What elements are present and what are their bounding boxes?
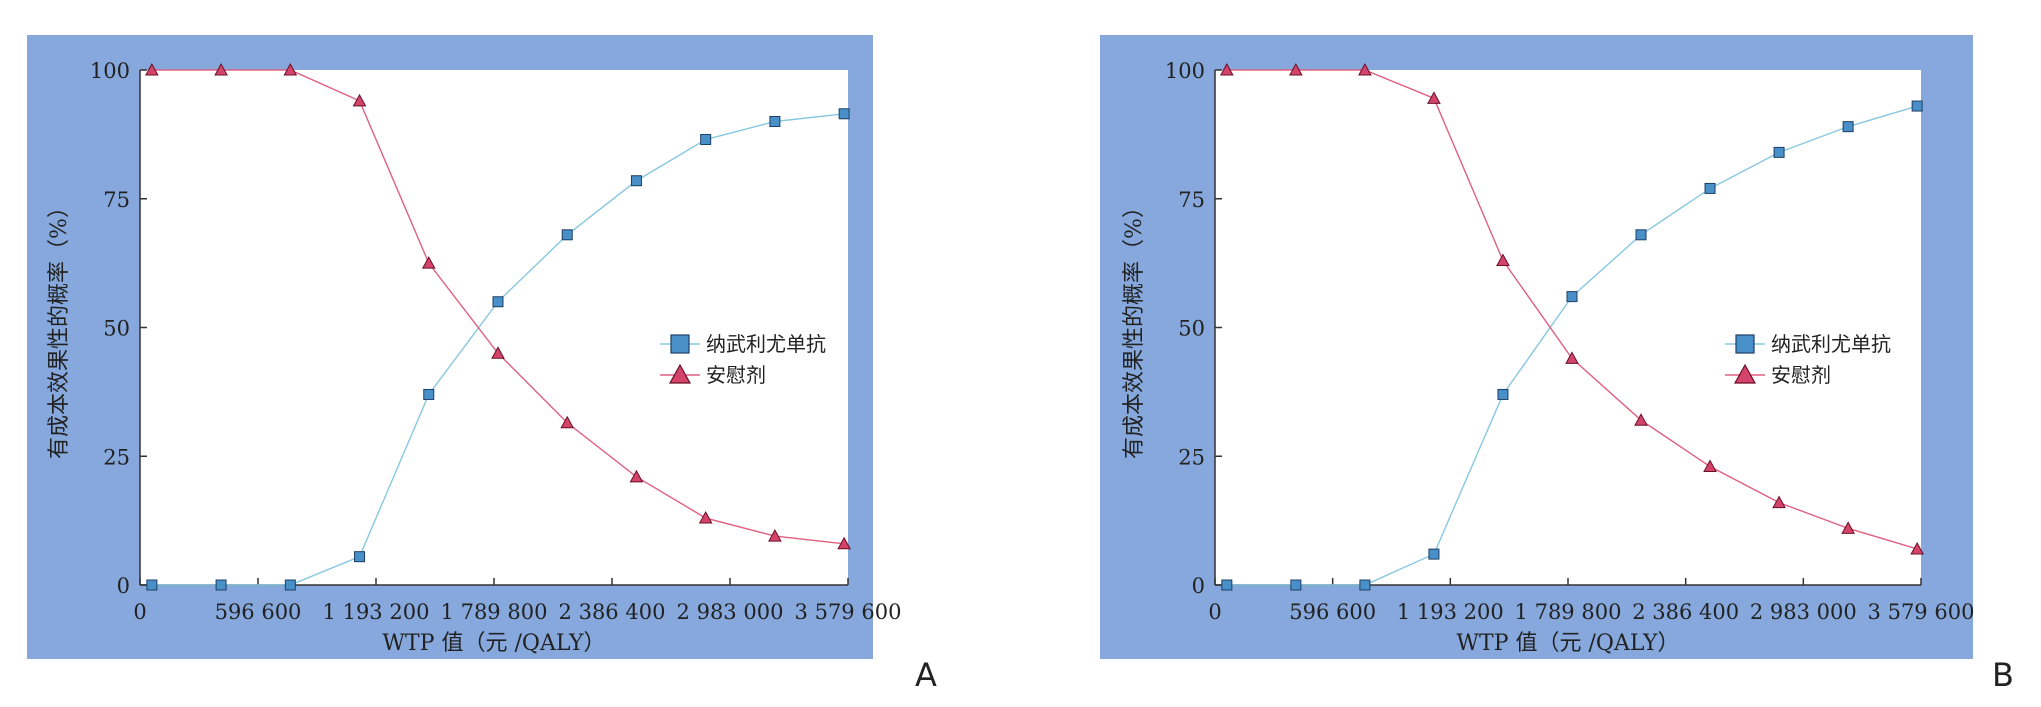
x-tick-label: 596 600 [215, 600, 302, 624]
series-nivolumab [1221, 100, 1923, 591]
x-tick-label: 2 983 000 [1750, 600, 1857, 624]
data-point-square [1566, 291, 1578, 303]
x-tick-label: 2 386 400 [559, 600, 666, 624]
legend-label: 纳武利尤单抗 [1771, 332, 1891, 356]
x-tick-label: 0 [1208, 600, 1221, 624]
data-point-square [1842, 121, 1854, 133]
y-tick-label: 75 [1178, 188, 1205, 212]
data-point-triangle [1496, 253, 1510, 267]
data-point-triangle [214, 62, 228, 76]
data-point-square [1635, 229, 1647, 241]
data-point-square [700, 134, 712, 146]
legend-label: 安慰剂 [706, 363, 766, 387]
data-point-square [1428, 548, 1440, 560]
data-point-triangle [1289, 62, 1303, 76]
panel-label: B [1992, 656, 2014, 694]
data-point-triangle [1772, 495, 1786, 509]
data-point-triangle [421, 256, 436, 269]
data-point-square [838, 108, 850, 120]
y-tick-label: 50 [1178, 317, 1205, 341]
x-tick-label: 0 [133, 600, 146, 624]
data-point-triangle [560, 415, 575, 429]
data-point-triangle [1565, 351, 1579, 364]
data-point-square [561, 229, 573, 241]
x-tick-label: 1 193 200 [323, 600, 430, 624]
y-tick-label: 100 [90, 59, 130, 83]
x-axis-label: WTP 值（元 /QALY） [382, 631, 605, 656]
data-point-triangle [283, 62, 298, 76]
x-tick-label: 1 789 800 [441, 600, 548, 624]
x-tick-label: 3 579 600 [795, 600, 902, 624]
data-point-triangle [698, 511, 713, 524]
data-point-square [1290, 579, 1302, 591]
y-tick-label: 100 [1165, 59, 1205, 83]
data-point-triangle [1427, 91, 1441, 104]
y-tick-label: 25 [1178, 445, 1205, 469]
data-point-triangle [352, 93, 367, 107]
y-tick-label: 0 [1192, 574, 1205, 598]
y-tick-label: 50 [103, 317, 130, 341]
data-point-square [423, 388, 435, 400]
data-point-square [1704, 182, 1716, 194]
data-point-square [492, 296, 504, 308]
data-point-square [1221, 579, 1233, 591]
y-tick-label: 75 [103, 188, 130, 212]
data-point-square [146, 579, 158, 591]
data-point-triangle [145, 62, 159, 76]
series-nivolumab [146, 108, 850, 591]
y-axis-label: 有成本效果性的概率（%） [47, 196, 72, 459]
y-tick-label: 25 [103, 445, 130, 469]
data-point-triangle [491, 346, 505, 359]
plot-area [140, 70, 848, 585]
data-point-square [630, 175, 642, 187]
data-point-triangle [1219, 62, 1234, 76]
x-tick-label: 3 579 600 [1868, 600, 1975, 624]
legend-marker-square [670, 334, 690, 354]
data-point-square [284, 579, 296, 591]
data-point-square [1497, 388, 1509, 400]
data-point-square [769, 116, 781, 127]
data-point-square [1773, 146, 1785, 158]
legend-marker-triangle [1733, 363, 1757, 384]
data-point-triangle [1703, 459, 1717, 473]
data-point-triangle [1634, 413, 1648, 426]
legend-label: 安慰剂 [1771, 363, 1831, 387]
chart-panel-a: 0 25 50 75 100 0 596 600 1 193 200 1 789 800 2 38… [27, 35, 937, 694]
data-point-triangle [837, 536, 851, 550]
data-point-square [1359, 579, 1371, 591]
legend-marker-triangle [668, 363, 692, 384]
x-tick-label: 2 386 400 [1632, 600, 1739, 624]
data-point-square [354, 551, 366, 563]
data-point-square [215, 579, 227, 591]
data-point-triangle [1841, 521, 1855, 534]
panel-label: A [915, 656, 937, 694]
data-point-square [1911, 100, 1923, 112]
y-tick-label: 0 [117, 574, 130, 598]
x-tick-label: 596 600 [1289, 600, 1376, 624]
x-axis-label: WTP 值（元 /QALY） [1456, 631, 1679, 656]
x-tick-label: 2 983 000 [677, 600, 784, 624]
legend-label: 纳武利尤单抗 [706, 332, 826, 356]
data-point-triangle [1910, 541, 1924, 555]
y-axis-label: 有成本效果性的概率（%） [1122, 196, 1147, 459]
series-placebo [145, 62, 851, 550]
data-point-triangle [768, 529, 782, 542]
series-placebo [1219, 62, 1924, 555]
legend-marker-square [1735, 334, 1755, 354]
data-point-triangle [1358, 62, 1372, 76]
chart-panel-b: 0 25 50 75 100 0 596 600 1 193 200 1 789 800 2 38… [1100, 35, 2014, 694]
plot-area [1215, 70, 1921, 585]
data-point-triangle [629, 469, 644, 483]
x-tick-label: 1 193 200 [1397, 600, 1504, 624]
x-tick-label: 1 789 800 [1515, 600, 1622, 624]
